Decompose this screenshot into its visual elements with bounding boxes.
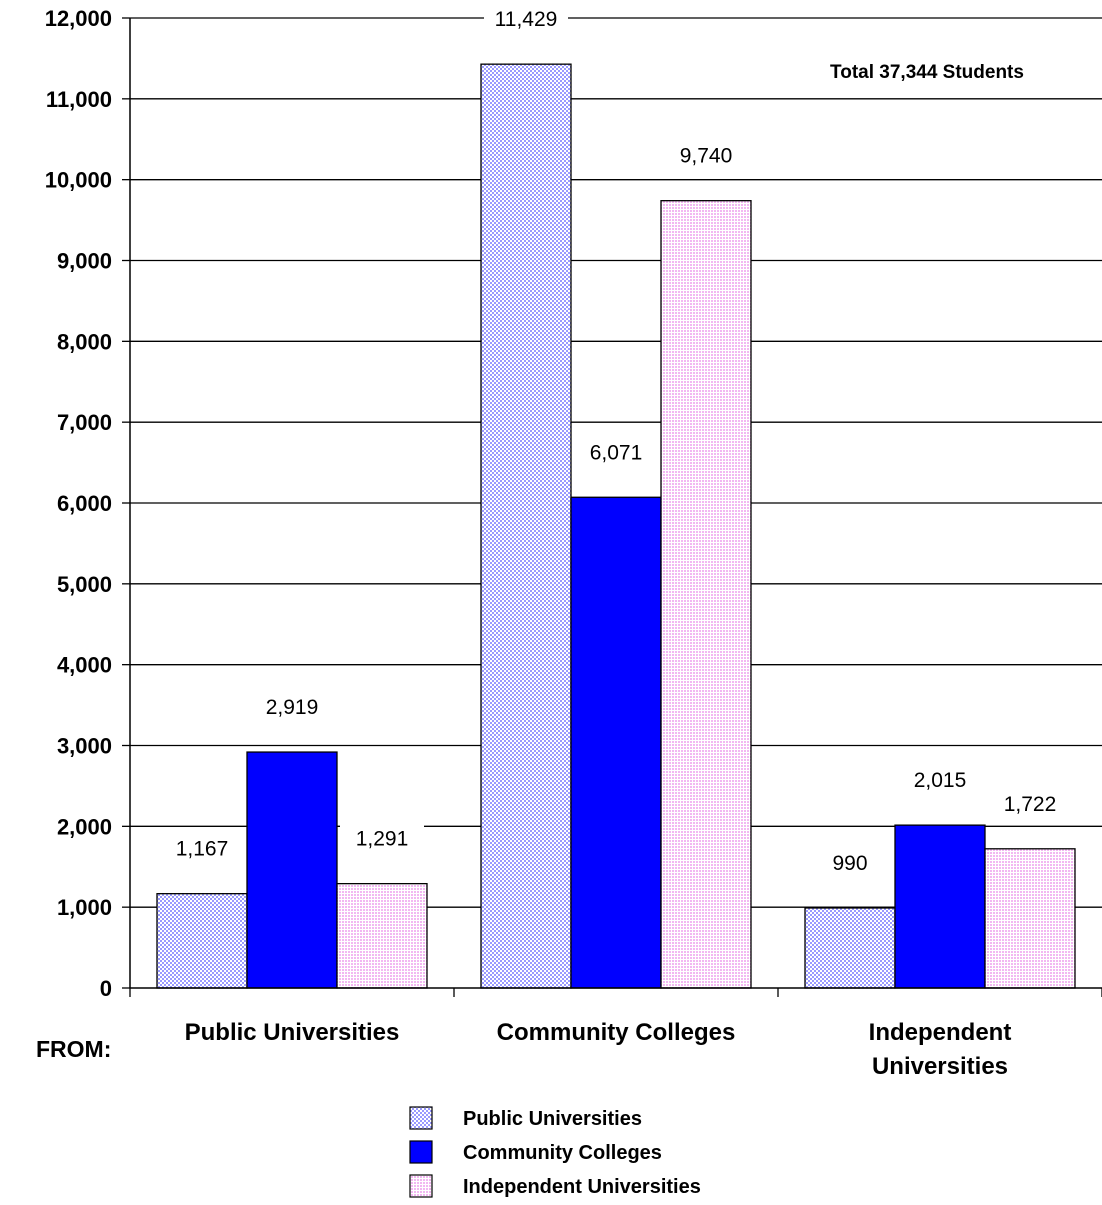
data-label: 2,015 [914, 769, 967, 792]
legend-swatch [409, 1140, 433, 1164]
legend-label: Community Colleges [463, 1142, 662, 1164]
y-tick-label: 9,000 [57, 249, 112, 274]
y-axis: 0 1,000 2,000 3,000 4,000 5,000 6,000 7,000 8,00… [45, 6, 131, 1001]
y-tick-label: 0 [100, 976, 112, 1001]
y-tick-label: 3,000 [57, 734, 112, 759]
x-category-label: Independent [869, 1019, 1012, 1046]
data-label: 1,722 [1004, 793, 1057, 816]
bar [156, 893, 248, 989]
bar [660, 200, 752, 989]
data-label: 11,429 [495, 8, 558, 31]
data-label: 1,167 [176, 838, 229, 861]
y-tick-label: 2,000 [57, 814, 112, 839]
data-label: 990 [832, 852, 867, 875]
data-label-bg [574, 435, 658, 468]
x-category-label: Universities [872, 1053, 1008, 1080]
bar [570, 496, 662, 989]
bar [336, 882, 428, 989]
data-labels: 1,167 2,919 1,291 11,429 6,071 9,740 990 2,015 1… [160, 2, 1072, 878]
y-tick-label: 1,000 [57, 895, 112, 920]
bar [804, 907, 896, 989]
data-label: 2,919 [266, 696, 319, 719]
data-label-bg [898, 763, 982, 796]
x-prefix-label: FROM: [36, 1036, 111, 1062]
y-tick-label: 4,000 [57, 653, 112, 678]
data-label: 9,740 [680, 145, 733, 168]
legend-label: Public Universities [463, 1108, 642, 1130]
y-tick-label: 7,000 [57, 410, 112, 435]
bar [246, 751, 338, 989]
x-category-label: Community Colleges [497, 1019, 736, 1046]
x-axis: Public Universities Community Colleges Ind… [129, 987, 1102, 1080]
bar [894, 824, 986, 989]
bar [480, 63, 572, 989]
legend-swatch [409, 1174, 433, 1198]
data-label-bg [808, 845, 892, 878]
legend-label: Independent Universities [463, 1176, 701, 1198]
legend: Public Universities Community Colleges Ind… [409, 1106, 701, 1198]
data-label-bg [340, 821, 424, 854]
legend-swatch [409, 1106, 433, 1130]
x-category-label: Public Universities [185, 1019, 400, 1046]
bar [984, 848, 1076, 989]
data-label: 6,071 [590, 441, 643, 464]
total-annotation: Total 37,344 Students [830, 62, 1024, 83]
y-tick-label: 6,000 [57, 491, 112, 516]
y-tick-label: 12,000 [45, 6, 112, 31]
data-label: 1,291 [356, 828, 409, 851]
y-tick-label: 10,000 [45, 168, 112, 193]
data-label-bg [988, 786, 1072, 819]
y-tick-label: 8,000 [57, 329, 112, 354]
y-tick-label: 11,000 [46, 87, 112, 112]
y-tick-label: 5,000 [57, 572, 112, 597]
data-label-bg [484, 2, 568, 35]
data-label-bg [250, 690, 334, 723]
data-label-bg [160, 831, 244, 864]
data-label-bg [664, 138, 748, 171]
bars [156, 63, 1076, 989]
